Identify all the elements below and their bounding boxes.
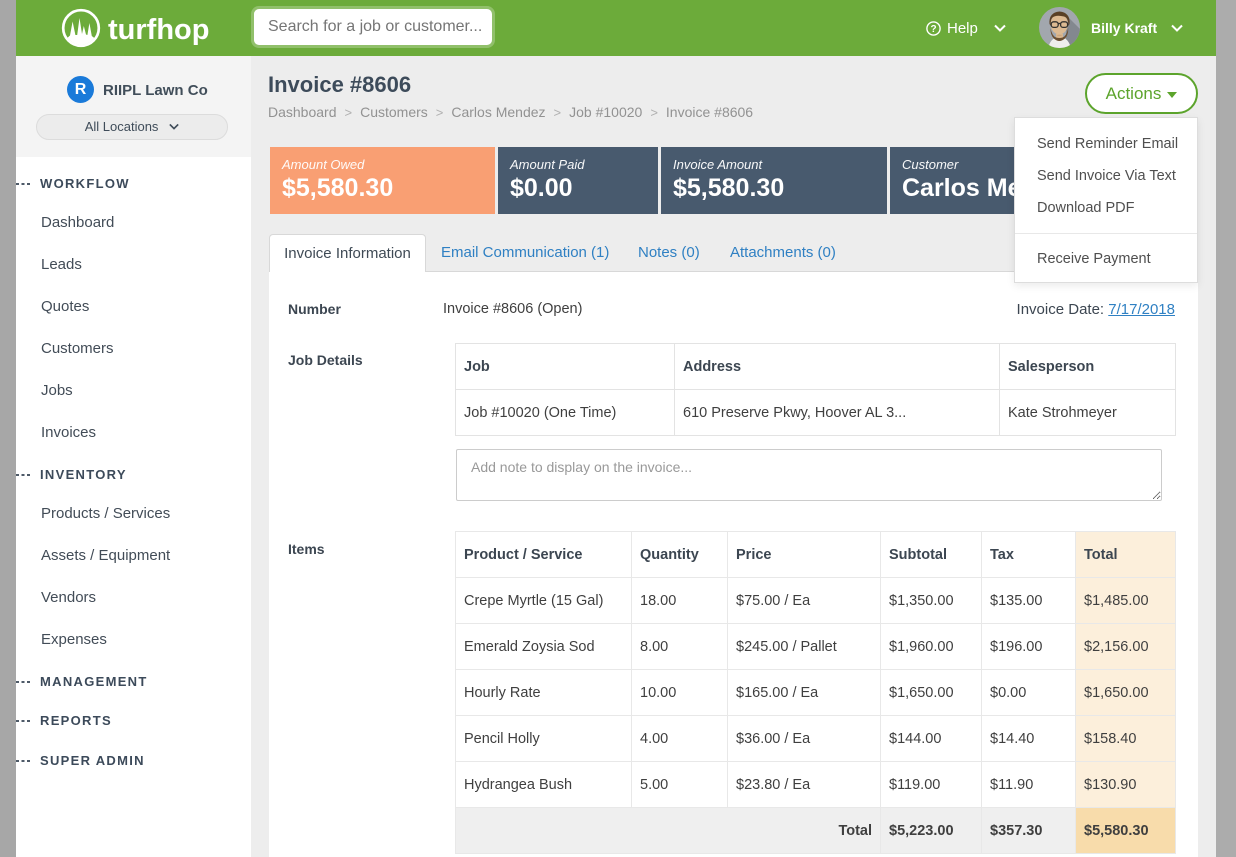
svg-text:?: ? bbox=[930, 24, 936, 35]
